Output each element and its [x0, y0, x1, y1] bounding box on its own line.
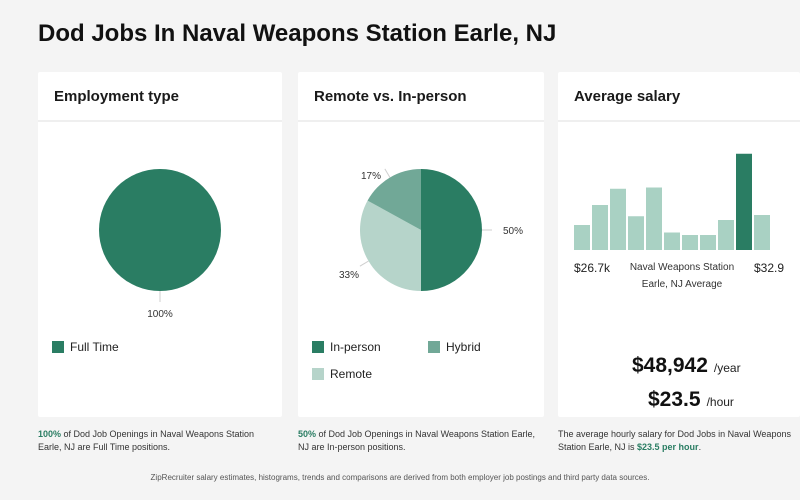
legend-swatch-in-person	[312, 341, 324, 353]
legend-swatch-full-time	[52, 341, 64, 353]
remote-vs-inperson-pie: 50% 33% 17%	[339, 168, 523, 291]
yearly-salary: $48,942/year	[632, 354, 741, 378]
hourly-salary: $23.5/hour	[648, 388, 734, 412]
remote-legend-remote: Remote	[312, 367, 372, 381]
salary-caption-text-b: .	[698, 442, 702, 452]
employment-caption-text: of Dod Job Openings in Naval Weapons Sta…	[38, 429, 254, 452]
legend-swatch-hybrid	[428, 341, 440, 353]
pie-label-in-person: 50%	[503, 226, 523, 237]
histogram-bar	[574, 225, 590, 250]
remote-caption-strong: 50%	[298, 429, 317, 439]
pie-slice-full-time	[99, 169, 221, 291]
legend-label-full-time: Full Time	[70, 340, 119, 354]
histogram-min-label: $26.7k	[574, 261, 611, 275]
yearly-salary-unit: /year	[713, 361, 741, 375]
legend-label-hybrid: Hybrid	[446, 340, 481, 354]
footer-note: ZipRecruiter salary estimates, histogram…	[150, 473, 650, 482]
hourly-salary-value: $23.5	[648, 388, 701, 411]
legend-label-in-person: In-person	[330, 340, 381, 354]
histogram-max-label: $32.9	[754, 261, 784, 275]
pie-label-hybrid: 17%	[361, 171, 381, 182]
remote-legend-inperson: In-person	[312, 340, 381, 354]
histogram-bar	[754, 215, 770, 250]
salary-histogram: $26.7k $32.9 Naval Weapons Station Earle, N…	[574, 153, 784, 290]
legend-label-remote: Remote	[330, 367, 373, 381]
salary-caption-text-a: The average hourly salary for Dod Jobs i…	[558, 429, 791, 452]
remote-legend-hybrid: Hybrid	[428, 340, 481, 354]
histogram-bar	[628, 216, 644, 250]
employment-type-card: Employment type 100% Full Time	[38, 72, 282, 417]
histogram-bar	[592, 205, 608, 250]
employment-legend: Full Time	[52, 340, 119, 354]
employment-caption: 100% of Dod Job Openings in Naval Weapon…	[38, 428, 278, 454]
histogram-center-label-line-2: Earle, NJ Average	[642, 279, 723, 290]
page-title: Dod Jobs In Naval Weapons Station Earle,…	[38, 20, 557, 47]
histogram-center-label-line-1: Naval Weapons Station	[630, 262, 734, 273]
histogram-bar	[700, 235, 716, 250]
remote-caption-text: of Dod Job Openings in Naval Weapons Sta…	[298, 429, 535, 452]
remote-vs-inperson-card: Remote vs. In-person 50% 33% 17% In-person…	[298, 72, 544, 417]
pie-label-remote: 33%	[339, 270, 359, 281]
histogram-bar	[664, 232, 680, 250]
histogram-bar	[718, 220, 734, 250]
histogram-bar	[736, 153, 752, 250]
histogram-bar	[610, 188, 626, 250]
average-salary-heading: Average salary	[558, 72, 800, 122]
yearly-salary-value: $48,942	[632, 354, 708, 377]
remote-vs-inperson-heading: Remote vs. In-person	[298, 72, 544, 122]
employment-type-heading: Employment type	[38, 72, 282, 122]
pie-slice-hybrid	[367, 169, 421, 230]
employment-type-pie: 100%	[99, 169, 221, 320]
pie-label-full-time: 100%	[147, 309, 173, 320]
salary-caption: The average hourly salary for Dod Jobs i…	[558, 428, 798, 454]
pie-slice-remote	[360, 200, 421, 291]
remote-caption: 50% of Dod Job Openings in Naval Weapons…	[298, 428, 544, 454]
pie-slice-in-person	[421, 169, 482, 291]
histogram-bar	[646, 187, 662, 250]
employment-caption-strong: 100%	[38, 429, 62, 439]
average-salary-card: Average salary $26.7k $32.9 Naval Weapons …	[558, 72, 800, 417]
salary-caption-strong: $23.5 per hour	[637, 442, 699, 452]
hourly-salary-unit: /hour	[706, 395, 734, 409]
histogram-bar	[682, 235, 698, 250]
legend-swatch-remote	[312, 368, 324, 380]
